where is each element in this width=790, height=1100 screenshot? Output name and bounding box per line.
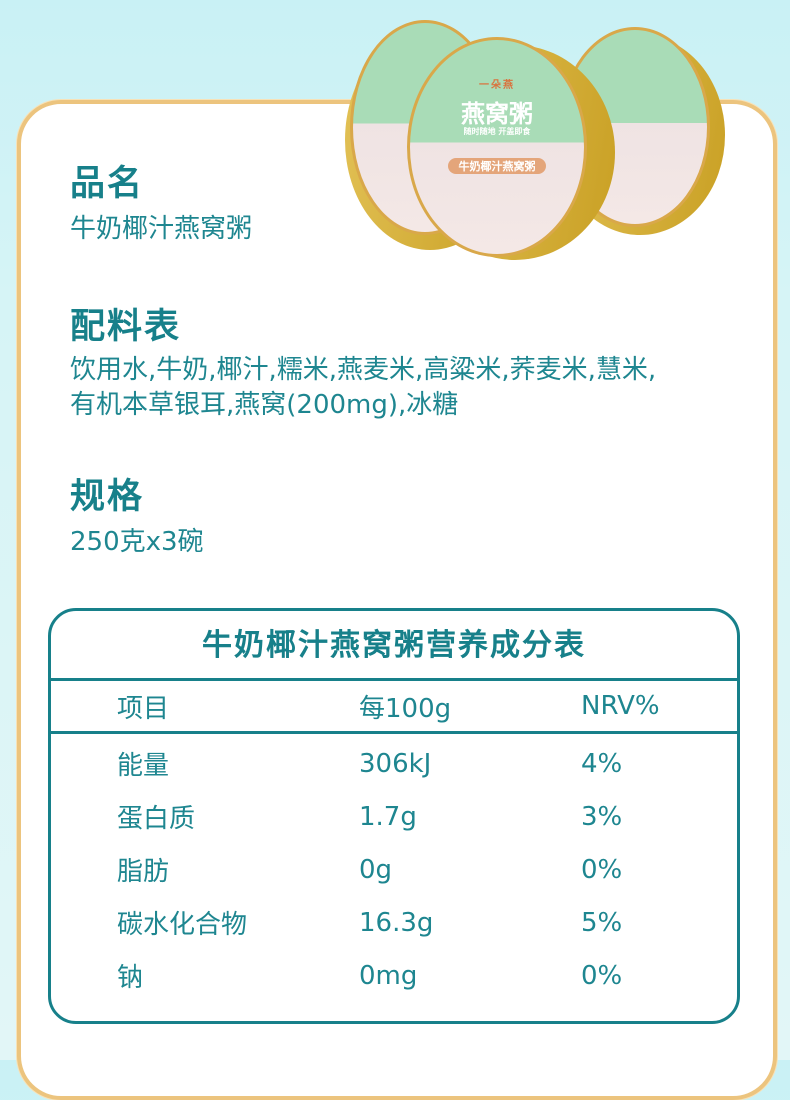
table-row: 蛋白质 1.7g 3% xyxy=(51,790,737,843)
table-row: 脂肪 0g 0% xyxy=(51,843,737,896)
spec: 250克x3碗 xyxy=(70,527,204,557)
header-nrv: NRV% xyxy=(581,691,660,721)
cell-nrv: 4% xyxy=(581,748,623,779)
cell-value: 16.3g xyxy=(359,907,434,938)
cell-nrv: 0% xyxy=(581,960,623,991)
cell-value: 1.7g xyxy=(359,801,417,832)
cell-item: 钠 xyxy=(117,963,144,993)
ingredients-line2: 有机本草银耳,燕窝(200mg),冰糖 xyxy=(70,390,459,420)
lid-slogan: 随时随地 开盖即食 xyxy=(463,126,531,136)
cell-item: 能量 xyxy=(117,751,170,781)
cell-nrv: 3% xyxy=(581,801,623,832)
table-row: 钠 0mg 0% xyxy=(51,949,737,1002)
cell-value: 0mg xyxy=(359,960,418,991)
header-item: 项目 xyxy=(117,693,170,724)
cell-value: 306kJ xyxy=(359,748,432,779)
lid-brand: 一朵燕 xyxy=(479,80,515,92)
heading-spec: 规格 xyxy=(70,477,145,517)
nutrition-title: 牛奶椰汁燕窝粥营养成分表 xyxy=(51,611,737,681)
lid-title: 燕窝粥 xyxy=(461,99,533,128)
table-header: 项目 每100g NRV% xyxy=(51,681,737,734)
lid-flavor: 牛奶椰汁燕窝粥 xyxy=(448,157,546,174)
lid-front: 一朵燕 燕窝粥 随时随地 开盖即食 牛奶椰汁燕窝粥 xyxy=(407,37,587,257)
table-row: 能量 306kJ 4% xyxy=(51,737,737,790)
cell-item: 蛋白质 xyxy=(117,804,196,834)
cell-value: 0g xyxy=(359,854,393,885)
heading-product-name: 品名 xyxy=(70,164,145,204)
cell-nrv: 5% xyxy=(581,907,623,938)
cell-item: 脂肪 xyxy=(117,857,170,887)
heading-ingredients: 配料表 xyxy=(70,307,182,347)
header-per100g: 每100g xyxy=(359,693,452,724)
product-name: 牛奶椰汁燕窝粥 xyxy=(70,214,253,244)
cell-item: 碳水化合物 xyxy=(117,910,248,940)
ingredients-line1: 饮用水,牛奶,椰汁,糯米,燕麦米,高粱米,荞麦米,慧米, xyxy=(70,355,657,385)
table-row: 碳水化合物 16.3g 5% xyxy=(51,896,737,949)
cell-nrv: 0% xyxy=(581,854,623,885)
product-image: 一朵燕 燕窝粥 随时随地 开盖即食 牛奶椰汁燕窝粥 xyxy=(345,15,725,265)
info-card xyxy=(17,100,777,1100)
nutrition-table: 牛奶椰汁燕窝粥营养成分表 项目 每100g NRV% 能量 306kJ 4% 蛋白质… xyxy=(48,608,740,1024)
